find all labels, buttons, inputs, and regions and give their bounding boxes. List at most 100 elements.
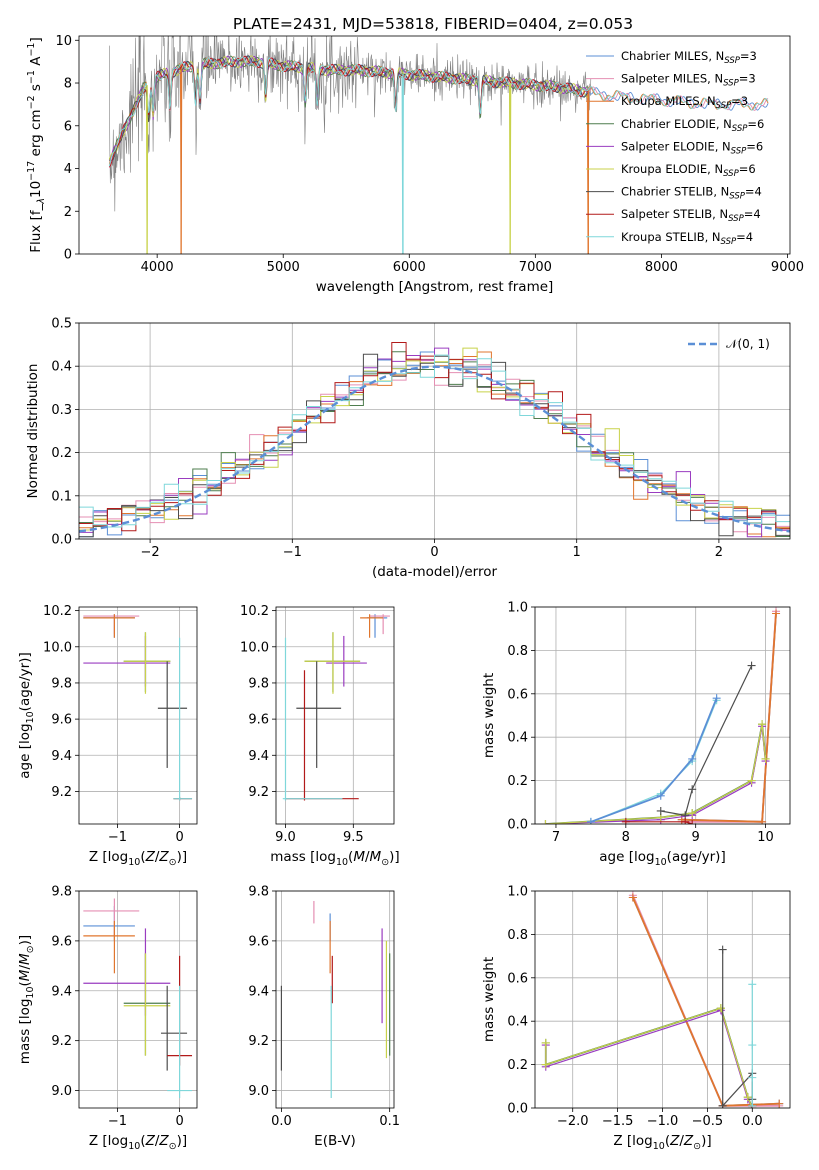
- weight-marker: [688, 785, 697, 794]
- x-tick-label: 8000: [645, 260, 678, 275]
- weight-marker: [586, 817, 595, 824]
- plot-area: [83, 898, 193, 1099]
- weight-series: [541, 722, 770, 824]
- axes-frame: [534, 606, 791, 825]
- plot-area: [280, 900, 391, 1099]
- x-tick-label: 7000: [519, 260, 552, 275]
- plot-area: [79, 342, 790, 538]
- x-tick-label: −2.0: [557, 1114, 589, 1129]
- weight-line: [590, 697, 718, 823]
- y-tick-label: 2: [64, 205, 72, 220]
- errorbar-point: [123, 953, 171, 1056]
- y-axis-label: Flux [f_λ10−17 erg cm−2 s−1 A−1]: [26, 37, 47, 253]
- axes-mass_vs_Z: −1 0 9.0 9.2 9.4 9.6 9.8 Z [log10(Z/Z⊙)] mass [l…: [17, 885, 198, 1152]
- weight-series: [656, 661, 756, 820]
- y-tick-label: 9.6: [51, 934, 72, 949]
- grid: [276, 607, 394, 824]
- y-tick-label: 0.2: [51, 446, 72, 461]
- weight-marker: [541, 1038, 550, 1047]
- x-axis-label: Z [log10(Z/Z⊙)]: [89, 1133, 187, 1152]
- axes-frame: [78, 322, 791, 540]
- plot-area: [108, 36, 769, 254]
- axes-age_vs_Z: −1 0 9.2 9.4 9.6 9.8 10.0 10.2 Z [log10(Z/Z⊙)] ag…: [17, 604, 198, 868]
- x-axis-label: mass [log10(M/M⊙)]: [270, 849, 399, 868]
- x-tick-label: 9.5: [343, 830, 364, 845]
- weight-marker: [748, 980, 757, 989]
- weight-marker: [621, 817, 630, 824]
- errorbar-point: [83, 928, 171, 1016]
- x-axis-label: wavelength [Angstrom, rest frame]: [316, 279, 554, 295]
- model-spectrum: [108, 56, 769, 254]
- y-tick-label: 9.8: [248, 676, 269, 691]
- weight-series: [586, 694, 721, 824]
- y-tick-label: 9.0: [248, 1084, 269, 1099]
- weight-series: [621, 817, 697, 824]
- axes-age_vs_mass: 9.0 9.5 9.2 9.4 9.6 9.8 10.0 10.2 mass [log10(M/…: [240, 604, 400, 868]
- axes-frame: [78, 606, 198, 825]
- weight-marker: [772, 609, 781, 618]
- y-tick-label: 0.6: [507, 687, 528, 702]
- weight-marker: [743, 1093, 752, 1102]
- x-tick-label: −1.5: [602, 1114, 634, 1129]
- axes-frame: [275, 890, 395, 1109]
- legend-label: Chabrier STELIB, NSSP=4: [621, 185, 762, 202]
- legend: Chabrier MILES, NSSP=3 Salpeter MILES, NS…: [586, 49, 764, 247]
- model-spectrum: [108, 55, 589, 254]
- weight-series: [628, 891, 784, 1108]
- weight-marker: [712, 694, 721, 703]
- y-tick-label: 9.4: [248, 749, 269, 764]
- x-tick-label: −1: [108, 1114, 127, 1129]
- y-tick-label: 9.6: [248, 934, 269, 949]
- legend-label: Chabrier ELODIE, NSSP=6: [621, 117, 764, 134]
- y-tick-label: 0.8: [507, 928, 528, 943]
- y-tick-label: 4: [64, 162, 72, 177]
- y-tick-label: 0: [64, 248, 72, 263]
- y-tick-label: 9.8: [248, 885, 269, 900]
- x-axis-label: Z [log10(Z/Z⊙)]: [613, 1133, 711, 1152]
- weight-series: [541, 720, 770, 824]
- y-tick-label: 6: [64, 119, 72, 134]
- axes-frame: [78, 35, 791, 255]
- y-tick-label: 9.8: [51, 676, 72, 691]
- errorbar-point: [157, 661, 188, 768]
- y-axis-label: mass weight: [481, 673, 497, 758]
- weight-marker: [747, 661, 756, 670]
- weight-series: [541, 1006, 757, 1108]
- weight-line: [545, 726, 767, 824]
- weight-line: [632, 897, 780, 1107]
- weight-marker: [681, 817, 690, 824]
- x-axis-label: age [log10(age/yr)]: [599, 849, 725, 868]
- axes-weight_vs_age: 7 8 9 10 0.0 0.2 0.4 0.6 0.8 1.0 age [log10(age/yr…: [481, 601, 791, 868]
- axes-spectrum: 4000 5000 6000 7000 8000 9000 0 2 4 6 8 10 wavelengt…: [26, 34, 804, 295]
- y-tick-label: 9.2: [51, 785, 72, 800]
- errorbar-point: [173, 637, 193, 801]
- weight-marker: [656, 791, 665, 800]
- legend-label: 𝒩(0, 1): [726, 337, 770, 351]
- weight-marker: [747, 776, 756, 785]
- y-tick-label: 10.0: [240, 640, 269, 655]
- x-tick-label: 5000: [267, 260, 300, 275]
- x-tick-label: 1: [573, 545, 581, 560]
- x-tick-label: 0: [175, 830, 183, 845]
- errorbar-point: [285, 670, 359, 801]
- legend-label: Salpeter MILES, NSSP=3: [621, 72, 756, 89]
- x-tick-label: 0.0: [271, 1114, 292, 1129]
- errorbar-point: [282, 637, 343, 801]
- y-tick-label: 9.4: [51, 984, 72, 999]
- errorbar-point: [83, 614, 135, 638]
- weight-marker: [748, 1073, 757, 1082]
- x-tick-label: 10: [757, 830, 774, 845]
- errorbar-point: [304, 632, 361, 694]
- x-tick-label: 0.0: [742, 1114, 763, 1129]
- x-tick-label: 9: [692, 830, 700, 845]
- x-axis-label: (data-model)/error: [372, 564, 498, 580]
- x-tick-label: 6000: [393, 260, 426, 275]
- x-tick-label: 9000: [771, 260, 804, 275]
- x-tick-label: 0: [430, 545, 438, 560]
- y-tick-label: 9.0: [51, 1084, 72, 1099]
- legend-label: Kroupa MILES, NSSP=3: [621, 94, 748, 111]
- weight-marker: [748, 1041, 757, 1050]
- y-tick-label: 0.4: [51, 360, 72, 375]
- y-tick-label: 0.2: [507, 1058, 528, 1073]
